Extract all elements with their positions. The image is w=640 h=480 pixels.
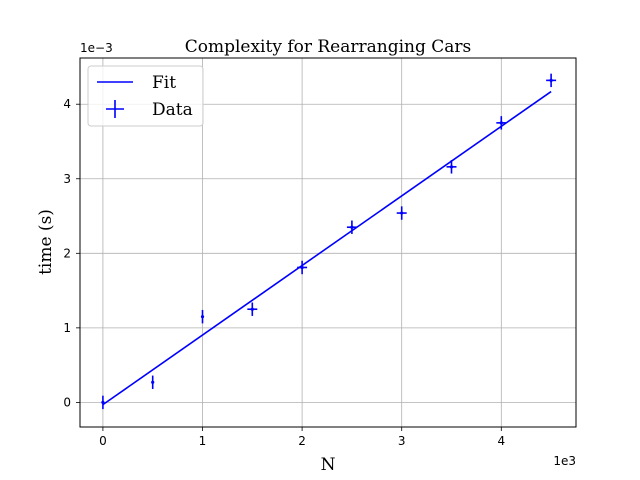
data-marker xyxy=(250,307,254,311)
y-tick-label: 1 xyxy=(63,321,71,335)
chart-title: Complexity for Rearranging Cars xyxy=(185,37,472,57)
data-marker xyxy=(200,315,205,319)
y-axis-scale-label: 1e−3 xyxy=(80,41,113,55)
data-marker xyxy=(151,380,155,384)
x-tick-label: 1 xyxy=(199,434,207,448)
data-point xyxy=(297,260,308,275)
y-tick-label: 3 xyxy=(63,172,71,186)
y-tick-label: 0 xyxy=(63,395,71,409)
fit-line xyxy=(102,90,552,406)
legend-data-label: Data xyxy=(152,100,193,120)
legend-box xyxy=(87,65,204,127)
data-marker xyxy=(499,121,503,125)
data-marker xyxy=(400,211,404,215)
data-point xyxy=(200,309,205,324)
data-point xyxy=(546,73,557,88)
data-point xyxy=(396,206,407,220)
data-marker xyxy=(300,265,304,270)
y-axis-label: time (s) xyxy=(36,209,56,275)
data-point xyxy=(446,160,457,174)
data-point xyxy=(346,220,357,234)
fit-series xyxy=(102,90,552,406)
data-point xyxy=(151,375,155,389)
data-point xyxy=(496,116,507,130)
data-point xyxy=(247,302,258,316)
data-marker xyxy=(350,225,354,229)
plot-area-frame xyxy=(79,57,577,428)
x-tick-label: 2 xyxy=(298,434,306,448)
legend-fit-label: Fit xyxy=(152,73,176,93)
y-tick-label: 2 xyxy=(63,246,71,260)
legend: Fit Data xyxy=(87,65,204,127)
x-tick-label: 0 xyxy=(99,434,107,448)
data-marker xyxy=(449,165,454,169)
x-axis-scale-label: 1e3 xyxy=(553,454,576,468)
y-tick-label: 4 xyxy=(63,97,71,111)
y-axis-ticks: 0 1 2 3 4 xyxy=(63,97,80,409)
x-axis-ticks: 0 1 2 3 4 xyxy=(99,427,505,448)
data-marker xyxy=(549,78,553,82)
x-tick-label: 4 xyxy=(497,434,505,448)
x-tick-label: 3 xyxy=(398,434,406,448)
data-point xyxy=(101,395,105,410)
data-series xyxy=(101,73,557,410)
grid xyxy=(80,58,576,427)
data-marker xyxy=(101,400,105,404)
x-axis-label: N xyxy=(321,455,336,475)
